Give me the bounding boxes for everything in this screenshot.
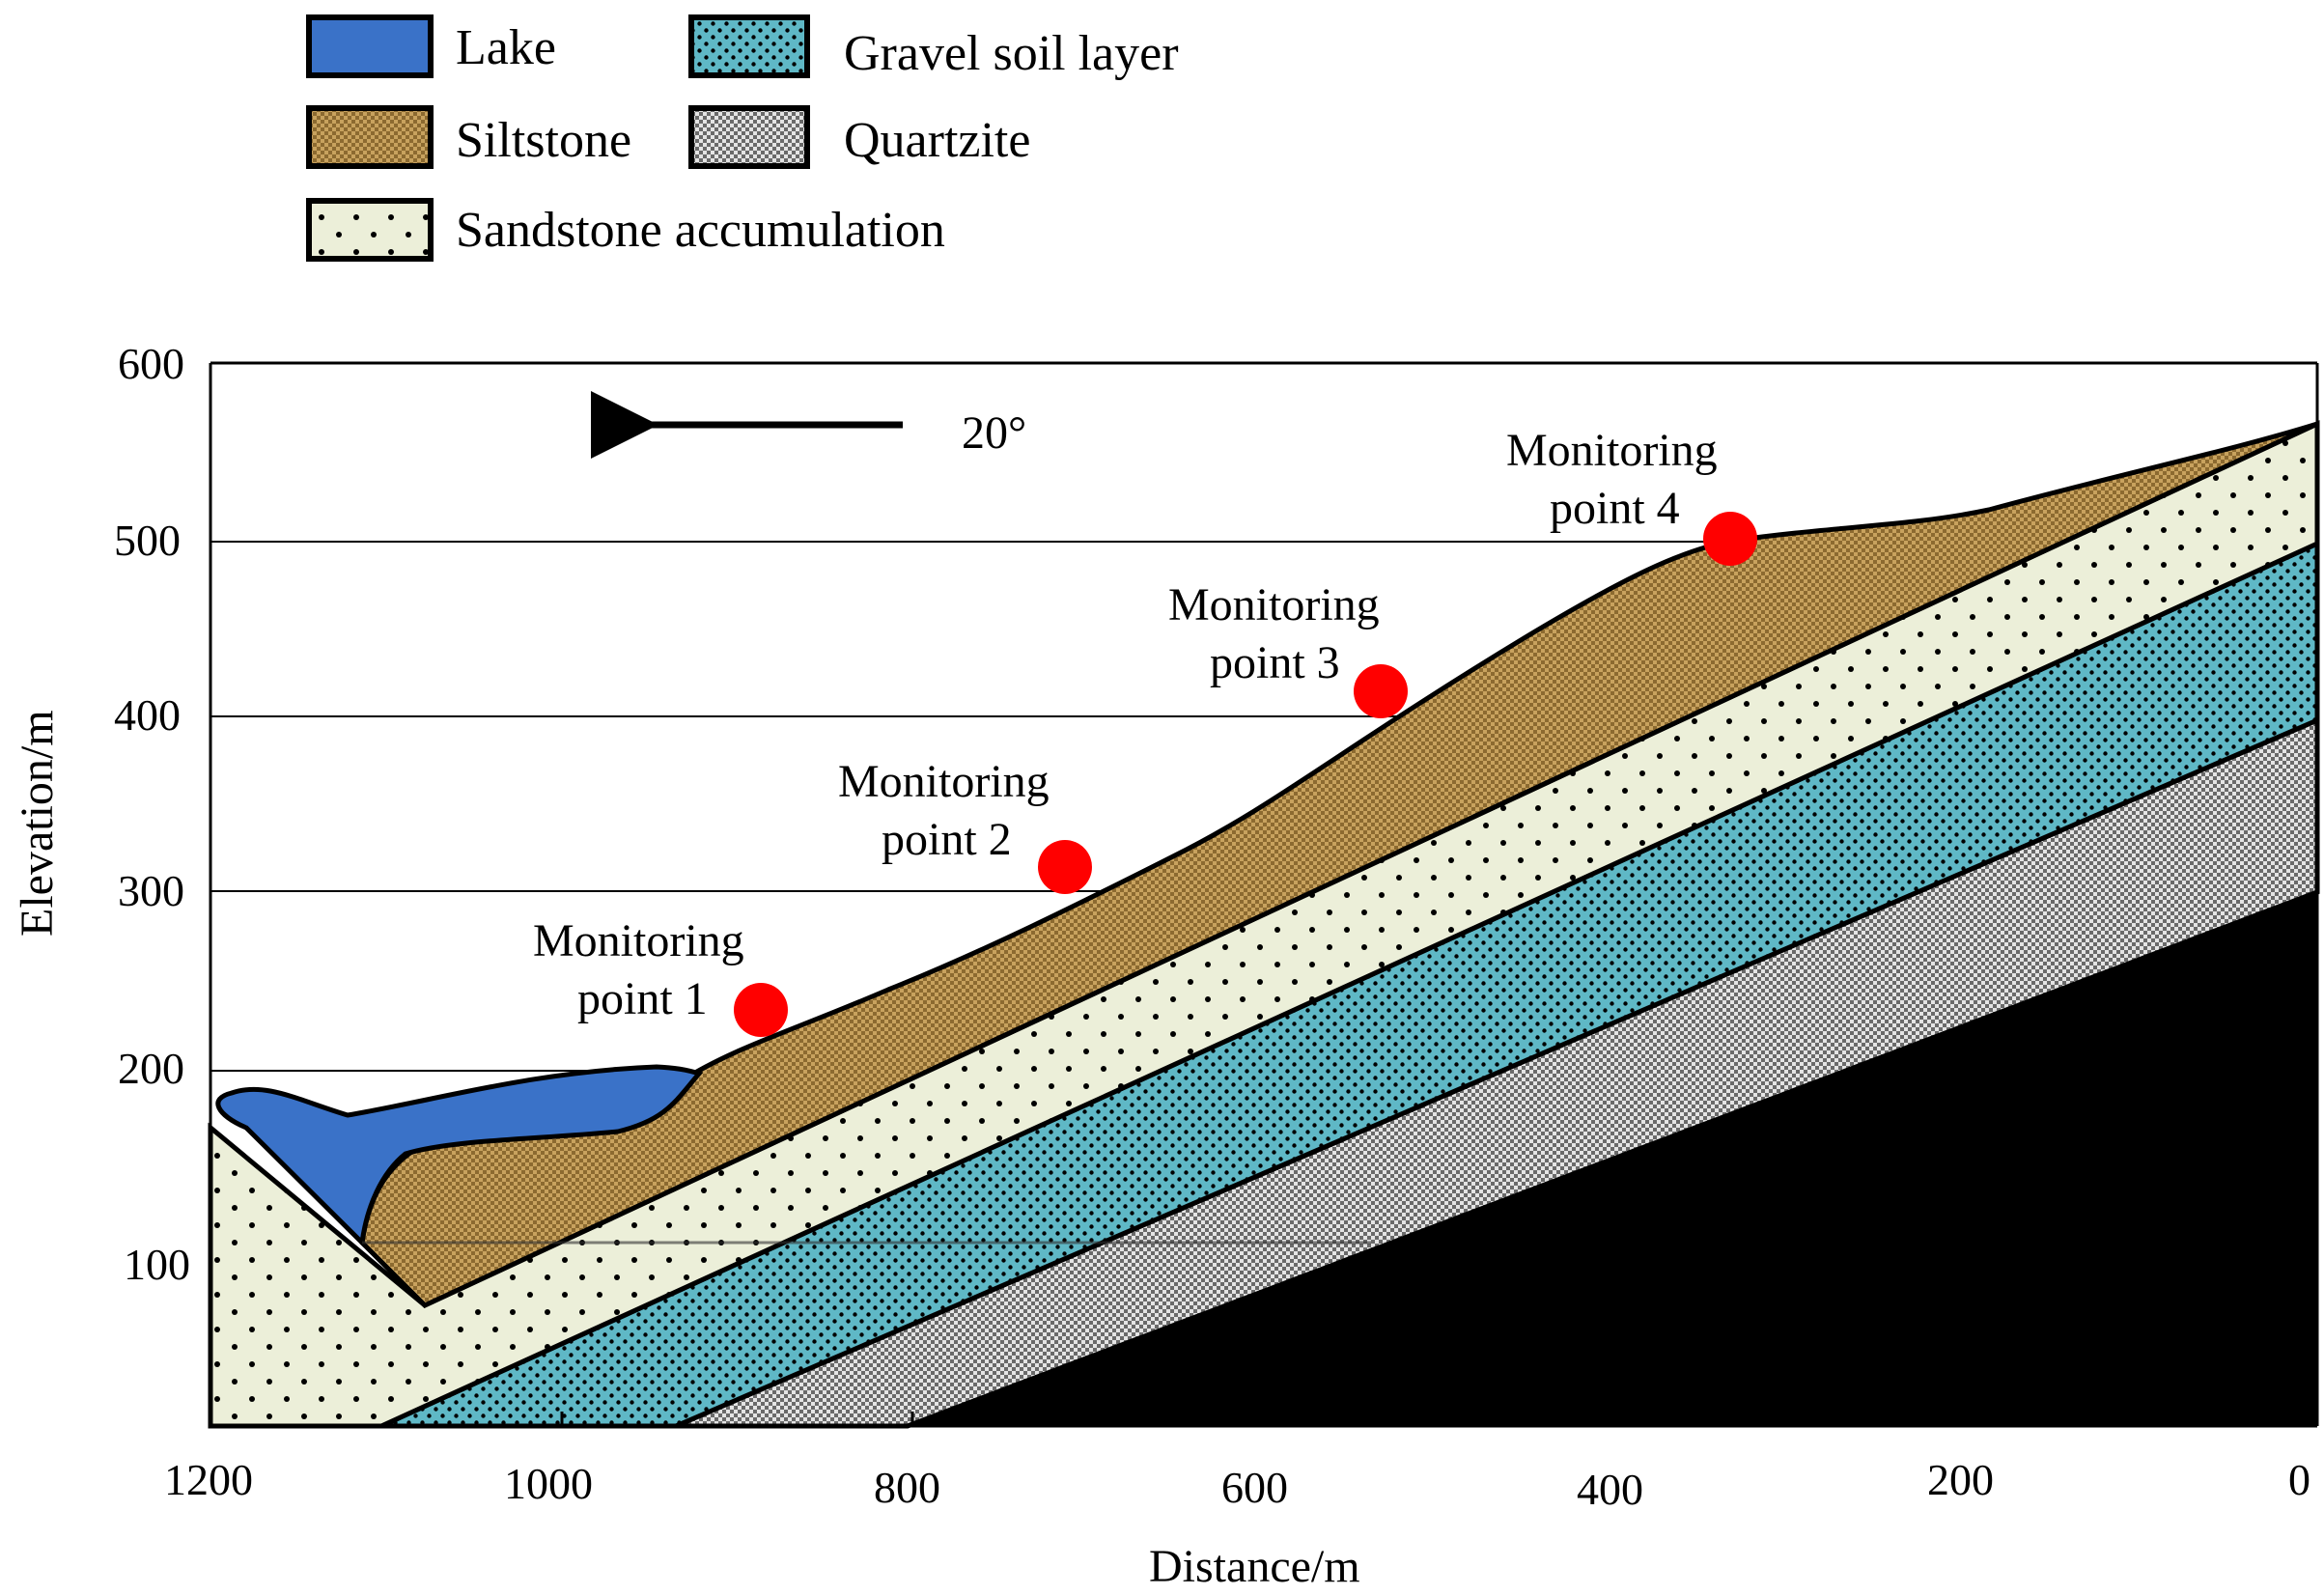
y-tick-label: 600 (118, 339, 184, 388)
monitoring-point-marker (1354, 664, 1408, 718)
legend-swatch-lake (306, 14, 434, 78)
x-tick-label: 800 (874, 1463, 940, 1512)
direction-label: 20° (962, 407, 1026, 459)
plot-area (208, 361, 2320, 1429)
monitoring-point-4: Monitoring point 4 (1506, 425, 1757, 566)
x-tick-label: 0 (2288, 1455, 2310, 1504)
x-tick-labels: 1200 1000 800 600 400 200 0 (164, 1455, 2310, 1514)
legend-item-siltstone: Siltstone (306, 105, 631, 169)
monitoring-points: Monitoring point 1 Monitoring point 2 Mo… (533, 425, 1757, 1037)
x-tick-label: 1000 (504, 1459, 593, 1508)
monitoring-point-3: Monitoring point 3 (1168, 579, 1408, 718)
x-tick-label: 600 (1221, 1463, 1288, 1512)
x-ticks (560, 1412, 1968, 1426)
monitoring-point-label-line1: Monitoring (1168, 579, 1380, 630)
monitoring-point-2: Monitoring point 2 (838, 756, 1092, 894)
monitoring-point-marker (1703, 512, 1757, 566)
legend-label-gravel: Gravel soil layer (844, 26, 1179, 81)
y-tick-label: 100 (124, 1240, 190, 1289)
legend-label-sandstone: Sandstone accumulation (456, 203, 945, 258)
legend-swatch-gravel (688, 14, 810, 78)
x-axis-title: Distance/m (1149, 1541, 1360, 1592)
y-axis-title: Elevation/m (12, 710, 63, 937)
x-tick-label: 200 (1927, 1455, 1994, 1504)
legend-item-gravel: Gravel soil layer (688, 14, 1179, 81)
y-tick-label: 200 (118, 1044, 184, 1093)
legend-swatch-sandstone (306, 198, 434, 262)
monitoring-point-label-line1: Monitoring (1506, 425, 1718, 476)
legend-label-lake: Lake (456, 20, 556, 75)
legend: Lake Siltstone Sandstone accumulation Gr… (306, 14, 1179, 262)
x-tick-label: 400 (1577, 1465, 1643, 1514)
monitoring-point-label-line1: Monitoring (533, 915, 744, 966)
monitoring-point-label-line2: point 1 (577, 973, 708, 1024)
legend-label-siltstone: Siltstone (456, 113, 631, 168)
monitoring-point-label-line2: point 4 (1550, 483, 1680, 534)
legend-item-quartzite: Quartzite (688, 105, 1030, 169)
x-tick-label: 1200 (164, 1455, 253, 1504)
legend-swatch-siltstone (306, 105, 434, 169)
lake-layer (215, 1064, 704, 1248)
legend-swatch-quartzite (688, 105, 810, 169)
direction-indicator: 20° (591, 391, 1026, 459)
y-tick-label: 400 (114, 690, 181, 740)
monitoring-point-label-line2: point 3 (1210, 637, 1340, 688)
legend-label-quartzite: Quartzite (844, 113, 1030, 168)
y-tick-label: 300 (118, 866, 184, 915)
monitoring-point-marker (734, 983, 788, 1037)
monitoring-point-label-line1: Monitoring (838, 756, 1050, 807)
monitoring-point-label-line2: point 2 (882, 814, 1012, 865)
y-tick-labels: 600 500 400 300 200 100 (114, 339, 190, 1289)
monitoring-point-marker (1038, 840, 1092, 894)
monitoring-point-1: Monitoring point 1 (533, 915, 788, 1037)
y-tick-label: 500 (114, 516, 181, 565)
legend-item-sandstone: Sandstone accumulation (306, 198, 945, 262)
legend-item-lake: Lake (306, 14, 556, 78)
